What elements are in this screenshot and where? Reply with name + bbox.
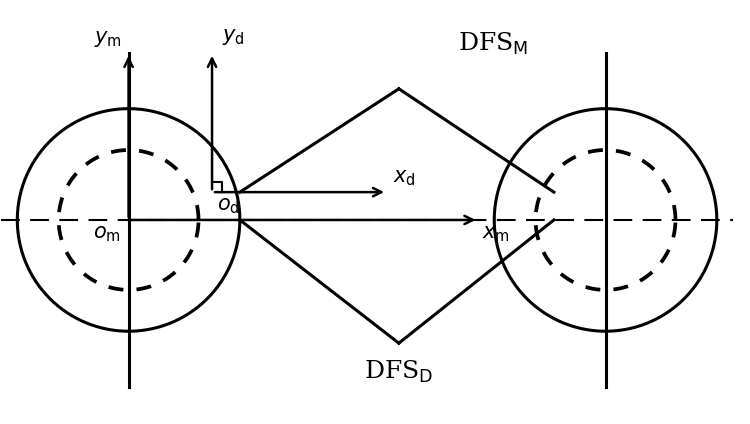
Text: DFS$_{\rm D}$: DFS$_{\rm D}$ bbox=[364, 359, 434, 385]
Text: $x_{\rm m}$: $x_{\rm m}$ bbox=[482, 225, 510, 244]
Text: $o_{\rm m}$: $o_{\rm m}$ bbox=[93, 225, 121, 244]
Text: DFS$_{\rm M}$: DFS$_{\rm M}$ bbox=[458, 31, 529, 57]
Text: $o_{\rm d}$: $o_{\rm d}$ bbox=[217, 197, 239, 217]
Text: $y_{\rm m}$: $y_{\rm m}$ bbox=[94, 29, 122, 49]
Text: $x_{\rm d}$: $x_{\rm d}$ bbox=[393, 169, 416, 188]
Text: $y_{\rm d}$: $y_{\rm d}$ bbox=[221, 28, 245, 47]
